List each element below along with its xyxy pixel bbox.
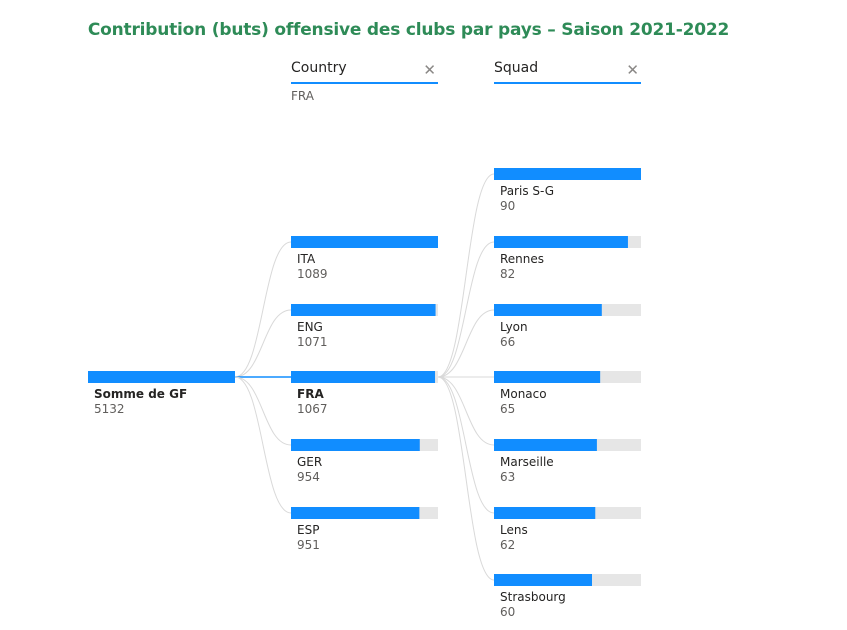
- node-label: Rennes: [500, 252, 544, 266]
- connector: [234, 241, 292, 378]
- connector: [234, 309, 292, 378]
- node-value: 951: [297, 538, 320, 552]
- column-header-country[interactable]: Country ✕: [291, 60, 438, 84]
- connector: [437, 173, 495, 378]
- node-label: ENG: [297, 320, 323, 334]
- connector: [437, 241, 495, 378]
- node-value: 1067: [297, 402, 328, 416]
- node-label: Lyon: [500, 320, 528, 334]
- bar-ita[interactable]: [291, 236, 438, 248]
- close-icon[interactable]: ✕: [626, 61, 639, 79]
- node-label: ESP: [297, 523, 319, 537]
- node-value: 1071: [297, 335, 328, 349]
- bar-ger[interactable]: [291, 439, 420, 451]
- column-header-squad[interactable]: Squad ✕: [494, 60, 641, 84]
- column-header-label: Squad: [494, 60, 539, 76]
- node-label: Strasbourg: [500, 590, 566, 604]
- node-value: 1089: [297, 267, 328, 281]
- bar-fra[interactable]: [291, 371, 436, 383]
- node-label: FRA: [297, 387, 324, 401]
- column-filter-value: FRA: [291, 89, 314, 103]
- bar-lyon[interactable]: [494, 304, 602, 316]
- node-value: 954: [297, 470, 320, 484]
- chart-title: Contribution (buts) offensive des clubs …: [87, 20, 730, 40]
- node-value: 62: [500, 538, 515, 552]
- bar-paris-s-g[interactable]: [494, 168, 641, 180]
- node-value: 66: [500, 335, 515, 349]
- connector: [437, 376, 495, 446]
- node-value: 63: [500, 470, 515, 484]
- bar-esp[interactable]: [291, 507, 420, 519]
- node-value: 5132: [94, 402, 125, 416]
- node-value: 65: [500, 402, 515, 416]
- bar-strasbourg[interactable]: [494, 574, 592, 586]
- node-label: GER: [297, 455, 322, 469]
- bar-root[interactable]: [88, 371, 235, 383]
- connector: [437, 376, 495, 514]
- connector: [437, 376, 495, 581]
- bar-rennes[interactable]: [494, 236, 628, 248]
- bar-eng[interactable]: [291, 304, 436, 316]
- connector: [234, 376, 292, 514]
- node-label: ITA: [297, 252, 316, 266]
- node-label: Marseille: [500, 455, 554, 469]
- node-label: Paris S-G: [500, 184, 554, 198]
- node-label: Lens: [500, 523, 528, 537]
- node-value: 90: [500, 199, 515, 213]
- node-label: Monaco: [500, 387, 547, 401]
- connector: [437, 309, 495, 378]
- bar-marseille[interactable]: [494, 439, 597, 451]
- node-value: 60: [500, 605, 515, 619]
- column-header-label: Country: [291, 60, 347, 76]
- bar-monaco[interactable]: [494, 371, 601, 383]
- node-label: Somme de GF: [94, 387, 187, 401]
- node-value: 82: [500, 267, 515, 281]
- connector: [234, 376, 292, 446]
- bar-lens[interactable]: [494, 507, 596, 519]
- close-icon[interactable]: ✕: [423, 61, 436, 79]
